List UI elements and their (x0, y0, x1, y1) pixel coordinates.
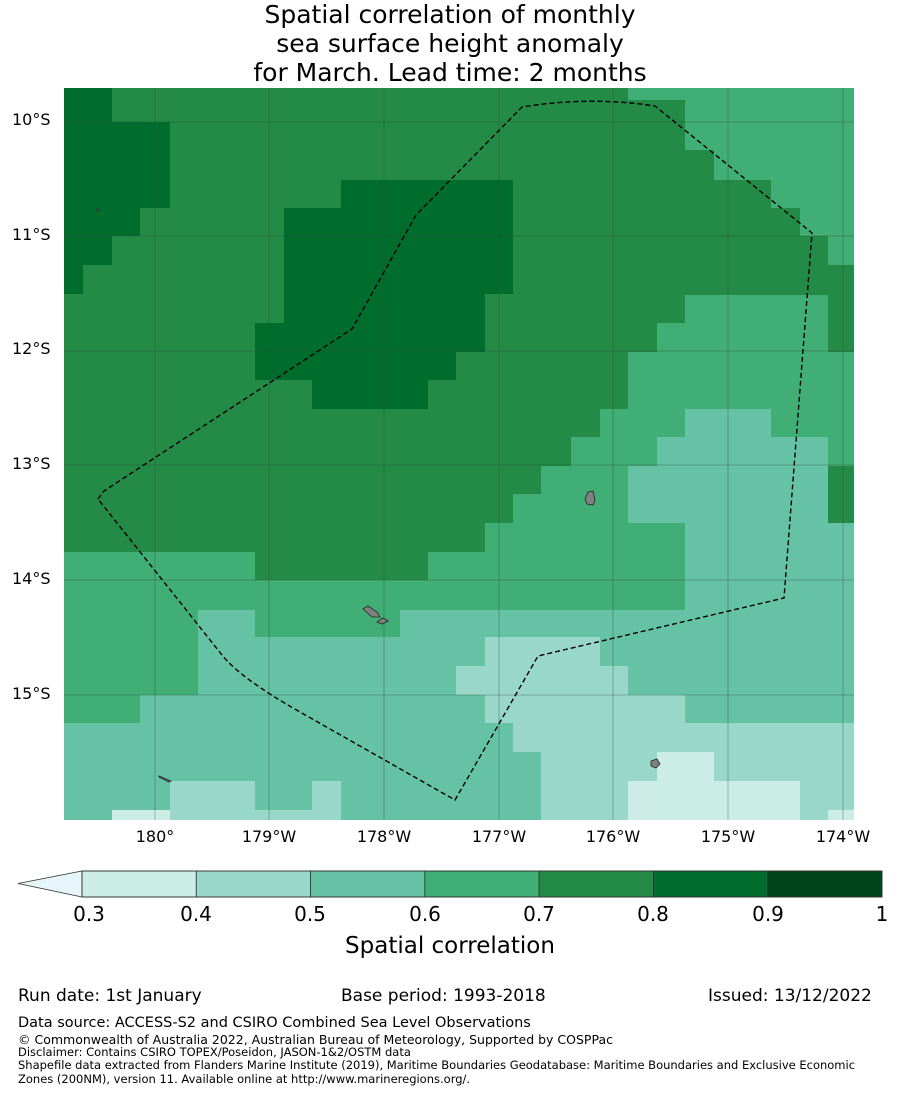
island-sliver (158, 775, 172, 783)
run-date: Run date: 1st January (18, 986, 202, 1006)
colorbar-tick-0.6: 0.6 (409, 902, 441, 926)
lat-label-11S: 11°S (12, 225, 51, 244)
correlation-map (64, 88, 854, 820)
colorbar-segment-0.9-1 (767, 870, 883, 898)
lon-label-175W: 175°W (700, 827, 756, 846)
colorbar-tick-0.9: 0.9 (752, 902, 784, 926)
issued-date: Issued: 13/12/2022 (708, 986, 872, 1006)
colorbar-tick-0.3: 0.3 (73, 902, 105, 926)
lat-label-14S: 14°S (12, 569, 51, 588)
lat-label-10S: 10°S (12, 110, 51, 129)
colorbar-tick-0.4: 0.4 (180, 902, 212, 926)
colorbar-segment-0.4-0.5 (195, 870, 311, 898)
shapefile-credit-line1: Shapefile data extracted from Flanders M… (18, 1058, 856, 1072)
island-niuafoou (650, 758, 661, 769)
colorbar-segment-0.8-0.9 (653, 870, 769, 898)
lat-label-12S: 12°S (12, 339, 51, 358)
colorbar-tick-0.7: 0.7 (523, 902, 555, 926)
colorbar-frame (81, 870, 883, 898)
colorbar-segment-0.6-0.7 (424, 870, 540, 898)
lon-label-178W: 178°W (356, 827, 412, 846)
cells-band-0.3-0.4 (112, 752, 854, 820)
data-source: Data source: ACCESS-S2 and CSIRO Combine… (18, 1015, 531, 1031)
colorbar-segments (81, 870, 883, 898)
base-period: Base period: 1993-2018 (341, 986, 546, 1006)
shapefile-credit-line2: Zones (200NM), version 11. Available onl… (18, 1072, 471, 1086)
lat-label-15S: 15°S (12, 684, 51, 703)
copyright: © Commonwealth of Australia 2022, Austra… (18, 1032, 613, 1047)
lon-label-180: 180° (135, 827, 175, 846)
island-dot (96, 208, 100, 212)
lat-label-13S: 13°S (12, 454, 51, 473)
lon-label-177W: 177°W (471, 827, 527, 846)
chart-title: Spatial correlation of monthly sea surfa… (0, 0, 900, 87)
eez-boundary (97, 100, 813, 801)
colorbar-label: Spatial correlation (345, 933, 555, 959)
island-wallis (584, 490, 596, 506)
colorbar-tick-1: 1 (875, 902, 889, 926)
cells-band-0.8-0.9-central (255, 180, 513, 409)
island-alofi (376, 617, 389, 625)
colorbar-tick-0.8: 0.8 (637, 902, 669, 926)
lon-label-174W: 174°W (815, 827, 871, 846)
title-line-3: for March. Lead time: 2 months (253, 58, 647, 87)
colorbar-segment-0.3-0.4 (81, 870, 197, 898)
lon-label-176W: 176°W (585, 827, 641, 846)
colorbar (17, 870, 883, 898)
cells-band-0.8-0.9-northwest (64, 88, 170, 294)
lon-label-179W: 179°W (241, 827, 297, 846)
title-line-2: sea surface height anomaly (276, 29, 624, 58)
colorbar-segment-0.5-0.6 (310, 870, 426, 898)
colorbar-extend-arrow (17, 870, 83, 898)
title-line-1: Spatial correlation of monthly (264, 0, 636, 29)
colorbar-segment-0.7-0.8 (538, 870, 654, 898)
map-area (64, 88, 854, 820)
disclaimer: Disclaimer: Contains CSIRO TOPEX/Poseido… (18, 1045, 411, 1059)
gridlines (64, 88, 854, 820)
islands (96, 208, 661, 783)
island-futuna (362, 605, 381, 618)
colorbar-tick-0.5: 0.5 (294, 902, 326, 926)
